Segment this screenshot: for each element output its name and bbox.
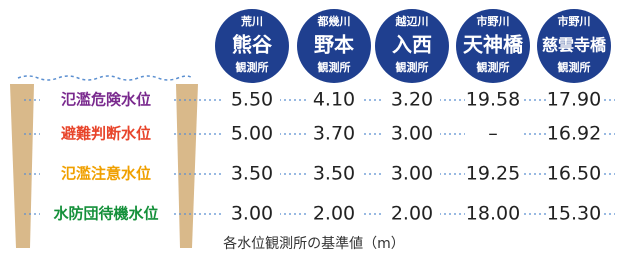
value: 3.00 (391, 163, 433, 185)
value: 3.50 (313, 163, 355, 185)
station-name: 天神橋 (463, 33, 524, 57)
value: 19.25 (466, 163, 520, 185)
station-suffix: 観測所 (318, 60, 351, 74)
station-suffix: 観測所 (558, 60, 591, 74)
station-name: 熊谷 (232, 33, 273, 57)
value: 18.00 (466, 203, 520, 225)
water-level-board: 各水位観測所の基準値（m） 荒川熊谷観測所 都幾川野本観測所 越辺川入西観測所 市野川… (0, 0, 620, 258)
row-label: 氾濫注意水位 (61, 165, 151, 183)
embankment-left (10, 84, 34, 248)
station-suffix: 観測所 (477, 60, 510, 74)
value: 17.90 (547, 89, 601, 111)
row-label: 氾濫危険水位 (61, 91, 151, 109)
value: 3.70 (313, 123, 355, 145)
value: 3.00 (391, 123, 433, 145)
value: 19.58 (466, 89, 520, 111)
value: – (488, 123, 498, 145)
value: 2.00 (391, 203, 433, 225)
value: 3.20 (391, 89, 433, 111)
embankment-right (176, 84, 198, 248)
value: 16.92 (547, 123, 601, 145)
station-name: 慈雲寺橋 (542, 36, 607, 55)
value: 5.00 (231, 123, 273, 145)
station-name: 入西 (392, 33, 432, 57)
river-name: 市野川 (558, 14, 591, 28)
river-name: 市野川 (477, 14, 510, 28)
row-label: 避難判断水位 (61, 125, 151, 143)
value: 5.50 (231, 89, 273, 111)
water-line (18, 76, 192, 80)
river-name: 都幾川 (317, 14, 351, 28)
value: 16.50 (547, 163, 601, 185)
value: 2.00 (313, 203, 355, 225)
value: 3.50 (231, 163, 273, 185)
station-suffix: 観測所 (396, 60, 429, 74)
value: 15.30 (547, 203, 601, 225)
station-suffix: 観測所 (236, 60, 269, 74)
row-label: 水防団待機水位 (53, 205, 158, 223)
value: 4.10 (313, 89, 355, 111)
river-name: 越辺川 (395, 14, 429, 28)
river-name: 荒川 (240, 14, 263, 28)
value: 3.00 (231, 203, 273, 225)
footer-note: 各水位観測所の基準値（m） (223, 235, 405, 252)
station-name: 野本 (314, 33, 354, 57)
